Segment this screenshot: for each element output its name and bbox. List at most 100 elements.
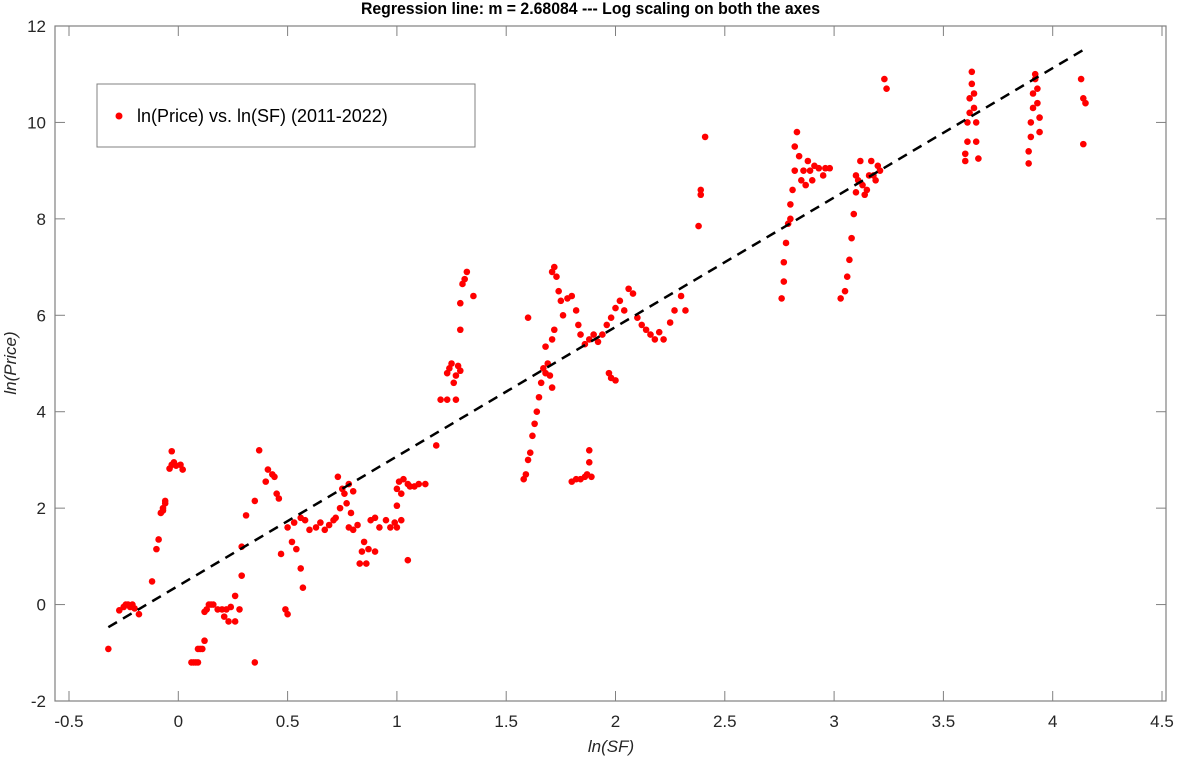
data-point	[972, 119, 980, 126]
data-point	[793, 128, 801, 136]
data-point	[791, 167, 799, 174]
data-point	[356, 560, 364, 567]
data-point	[443, 396, 451, 403]
data-point	[695, 222, 702, 230]
data-point	[881, 75, 888, 83]
data-point	[778, 295, 785, 302]
data-point	[972, 138, 980, 146]
data-point	[255, 446, 263, 454]
data-point	[358, 548, 366, 555]
data-point	[437, 396, 444, 403]
data-point	[607, 314, 615, 321]
data-point	[1027, 133, 1035, 141]
data-point	[1080, 140, 1087, 148]
data-point	[603, 321, 611, 329]
y-tick-label: 2	[37, 499, 46, 518]
data-point	[448, 360, 455, 367]
data-point	[231, 618, 239, 625]
data-point	[1029, 90, 1037, 97]
data-point	[671, 307, 678, 314]
data-point	[800, 167, 807, 174]
data-point	[968, 80, 976, 88]
data-point	[964, 138, 971, 146]
data-point	[526, 449, 534, 456]
data-point	[456, 299, 464, 307]
x-tick-label: 0	[174, 712, 183, 731]
data-point	[376, 524, 383, 531]
data-point	[970, 104, 978, 112]
data-point	[1077, 75, 1085, 83]
x-tick-label: 3	[829, 712, 838, 731]
data-point	[461, 275, 468, 283]
data-point	[284, 610, 291, 618]
data-point	[677, 292, 685, 300]
data-point	[848, 234, 855, 242]
data-point	[456, 367, 464, 375]
data-point	[815, 164, 823, 172]
data-point	[697, 191, 705, 199]
data-point	[548, 384, 556, 391]
data-point	[819, 172, 827, 179]
data-point	[666, 319, 674, 326]
data-point	[317, 519, 324, 526]
data-point	[660, 336, 667, 343]
legend-entry: ln(Price) vs. ln(SF) (2011-2022)	[137, 106, 388, 126]
y-tick-label: 4	[37, 403, 46, 422]
data-point	[382, 516, 390, 524]
x-tick-label: 1.5	[494, 712, 518, 731]
data-point	[780, 278, 788, 285]
data-point	[682, 307, 689, 314]
data-point	[857, 157, 864, 165]
data-point	[463, 268, 471, 276]
y-tick-label: 12	[27, 17, 46, 36]
data-point	[225, 618, 232, 625]
x-tick-label: 1	[392, 712, 401, 731]
data-point	[795, 152, 803, 160]
data-point	[585, 459, 593, 466]
data-point	[961, 150, 969, 158]
legend-marker-icon	[115, 112, 123, 120]
plot-frame	[54, 25, 1167, 702]
data-point	[168, 447, 176, 455]
data-point	[354, 521, 361, 529]
data-point	[638, 321, 646, 329]
data-point	[701, 133, 709, 141]
data-point	[135, 610, 143, 618]
data-point	[397, 516, 405, 524]
data-point	[452, 396, 460, 403]
data-point	[876, 167, 884, 174]
data-point	[452, 372, 460, 379]
data-point	[334, 473, 342, 481]
data-point	[341, 490, 348, 497]
data-point	[349, 526, 357, 534]
data-point	[371, 548, 379, 555]
data-point	[393, 502, 401, 510]
data-point	[588, 473, 595, 481]
data-point	[629, 290, 637, 297]
data-point	[535, 393, 543, 401]
legend: ln(Price) vs. ln(SF) (2011-2022)	[96, 83, 476, 148]
x-tick-label: 0.5	[276, 712, 300, 731]
data-point	[837, 295, 844, 302]
data-point	[872, 176, 879, 184]
data-point	[284, 524, 291, 531]
data-point	[251, 497, 259, 505]
data-point	[470, 292, 477, 300]
data-point	[524, 314, 532, 321]
data-point	[332, 514, 339, 522]
data-point	[533, 408, 541, 416]
data-point	[155, 536, 162, 543]
data-point	[415, 480, 423, 488]
data-point	[642, 326, 650, 334]
data-point	[568, 292, 576, 300]
data-point	[336, 504, 344, 512]
data-point	[277, 550, 285, 558]
data-point	[550, 326, 558, 334]
data-point	[782, 239, 790, 247]
data-point	[1034, 85, 1041, 92]
data-point	[808, 176, 816, 184]
x-tick-label: 2	[611, 712, 620, 731]
data-point	[599, 331, 606, 338]
data-points	[105, 68, 1089, 666]
